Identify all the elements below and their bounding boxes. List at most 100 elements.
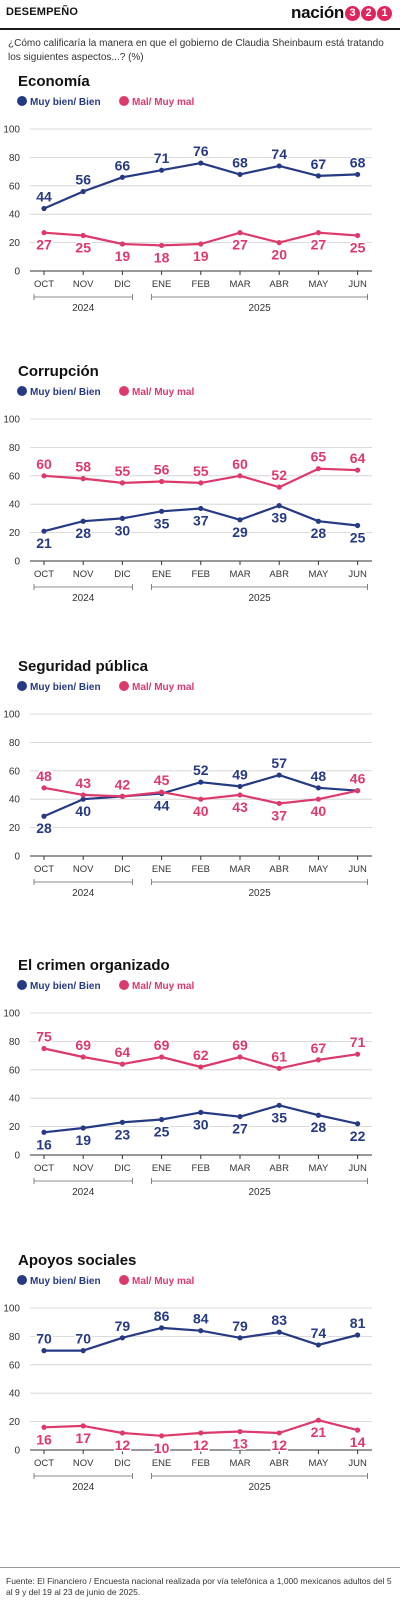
chart4-series-positive-label-1: 19 — [75, 1132, 91, 1148]
chart4-series-negative-label-0: 75 — [36, 1029, 52, 1045]
chart3-series-positive-label-6: 57 — [271, 755, 287, 771]
chart5-series-positive-label-7: 74 — [311, 1325, 327, 1341]
chart2-ytick-20: 20 — [9, 528, 21, 539]
chart5-series-negative-label-7: 21 — [311, 1424, 327, 1440]
chart5-series-positive-label-4: 84 — [193, 1311, 209, 1327]
chart4-xtick-oct: OCT — [34, 1163, 54, 1174]
chart3-series-positive-point-5 — [237, 783, 243, 790]
chart2-legend-positive-label: Muy bien/ Bien — [30, 387, 101, 398]
chart4-series-negative-point-0 — [41, 1045, 47, 1052]
chart3-series-positive-label-4: 52 — [193, 762, 209, 778]
chart3-series-negative-label-5: 43 — [232, 799, 248, 815]
chart1-series-positive-point-4 — [198, 160, 204, 166]
chart4-series-negative-label-7: 67 — [311, 1040, 327, 1056]
chart2-series-negative-point-8 — [355, 467, 361, 473]
chart2-series-positive-label-0: 21 — [36, 535, 52, 551]
chart5-series-positive-point-1 — [80, 1348, 86, 1354]
chart1-series-negative-point-4 — [198, 241, 204, 247]
chart2-series-positive-point-8 — [355, 522, 361, 529]
chart1-series-positive-point-3 — [159, 167, 165, 173]
chart5-ytick-80: 80 — [9, 1332, 21, 1343]
chart3-xtick-may: MAY — [308, 864, 329, 875]
chart2-xtick-ene: ENE — [152, 569, 172, 580]
chart5-series-positive-label-3: 86 — [154, 1308, 170, 1324]
chart1-ytick-100: 100 — [3, 125, 20, 136]
chart4-series-positive-label-7: 28 — [311, 1119, 327, 1135]
chart5-legend-negative-swatch — [119, 1275, 129, 1285]
chart2-legend-negative-swatch — [119, 386, 129, 396]
chart1-series-negative-point-0 — [41, 230, 47, 236]
chart1-series-positive-label-3: 71 — [154, 150, 170, 166]
chart5-series-negative-point-7 — [315, 1417, 321, 1423]
chart5-series-positive-label-5: 79 — [232, 1318, 248, 1334]
chart4-series-negative-point-4 — [198, 1064, 204, 1070]
chart5-series-positive-point-0 — [41, 1348, 47, 1354]
chart2-series-negative-label-5: 60 — [232, 456, 248, 472]
chart2-xtick-feb: FEB — [192, 569, 210, 580]
chart5-series-negative-label-5: 13 — [232, 1436, 248, 1452]
chart3-series-positive-point-7 — [315, 785, 321, 791]
chart5-series-positive-point-7 — [315, 1342, 321, 1348]
chart1-series-positive-label-7: 67 — [311, 156, 327, 172]
chart4-ytick-100: 100 — [3, 1009, 20, 1020]
chart2-xtick-oct: OCT — [34, 569, 54, 580]
chart4-series-negative-label-4: 62 — [193, 1047, 209, 1063]
chart3-xtick-feb: FEB — [192, 864, 210, 875]
chart5-title: Apoyos sociales — [18, 1252, 136, 1269]
chart1-series-negative-point-5 — [237, 230, 243, 236]
chart3-series-negative-point-2 — [119, 793, 125, 799]
chart3-ytick-40: 40 — [9, 795, 21, 806]
chart4-year-label-2024: 2024 — [72, 1187, 95, 1198]
chart5-xtick-oct: OCT — [34, 1458, 54, 1469]
chart4-series-negative-point-3 — [159, 1054, 165, 1060]
chart2-series-negative-point-0 — [41, 473, 47, 479]
chart1-legend-positive-label: Muy bien/ Bien — [30, 97, 101, 108]
chart3-series-negative-label-2: 42 — [115, 776, 131, 792]
chart3-xtick-mar: MAR — [229, 864, 250, 875]
chart5-legend-negative-label: Mal/ Muy mal — [132, 1276, 194, 1287]
chart4-series-negative-point-5 — [237, 1054, 243, 1060]
chart5-series-positive-label-6: 83 — [271, 1312, 287, 1328]
chart5-series-negative-label-1: 17 — [75, 1430, 91, 1446]
chart3-legend-negative-swatch — [119, 681, 129, 691]
section-label: DESEMPEÑO — [6, 6, 79, 18]
chart4-series-negative-label-2: 64 — [115, 1044, 131, 1060]
chart3-series-negative-point-6 — [276, 800, 282, 807]
chart4-series-negative-label-3: 69 — [154, 1037, 170, 1053]
chart1-ytick-40: 40 — [9, 210, 21, 221]
chart4-series-positive-point-0 — [41, 1129, 47, 1135]
chart3-series-positive-label-3: 44 — [154, 798, 170, 814]
chart2-series-negative-point-4 — [198, 480, 204, 486]
chart5-series-positive-point-5 — [237, 1335, 243, 1341]
chart1-series-positive-point-5 — [237, 171, 243, 178]
chart5-series-negative-label-0: 16 — [36, 1431, 52, 1447]
chart1-series-negative-point-1 — [80, 232, 86, 239]
chart5-series-negative-point-1 — [80, 1423, 86, 1429]
chart1-series-positive-point-1 — [80, 188, 86, 195]
chart4-series-negative-point-8 — [355, 1051, 361, 1057]
chart4-ytick-40: 40 — [9, 1094, 21, 1105]
chart1-series-negative-point-3 — [159, 242, 165, 249]
chart1-xtick-dic: DIC — [114, 279, 131, 290]
chart2-series-positive-label-6: 39 — [271, 510, 287, 526]
chart3-year-label-2024: 2024 — [72, 888, 95, 899]
chart3-series-positive-label-5: 49 — [232, 766, 248, 782]
chart1-year-label-2025: 2025 — [248, 303, 271, 314]
chart4-series-positive-label-3: 25 — [154, 1124, 170, 1140]
chart4-series-positive-label-2: 23 — [115, 1126, 131, 1142]
chart3-series-positive-label-0: 28 — [36, 820, 52, 836]
chart3-ytick-0: 0 — [14, 852, 20, 863]
chart2-series-negative-label-1: 58 — [75, 459, 91, 475]
chart2-series-positive-label-3: 35 — [154, 515, 170, 531]
chart3-series-positive-label-1: 40 — [75, 803, 91, 819]
chart1-series-positive-point-0 — [41, 205, 47, 212]
chart5-series-negative-label-4: 12 — [193, 1437, 209, 1453]
chart3-legend-negative-label: Mal/ Muy mal — [132, 682, 194, 693]
chart3-xtick-oct: OCT — [34, 864, 54, 875]
chart4-series-negative-label-1: 69 — [75, 1037, 91, 1053]
chart2-ytick-0: 0 — [14, 557, 20, 568]
chart5-ytick-20: 20 — [9, 1417, 21, 1428]
chart2-title: Corrupción — [18, 363, 99, 380]
chart4-series-positive-label-5: 27 — [232, 1121, 248, 1137]
chart3-legend-positive-label: Muy bien/ Bien — [30, 682, 101, 693]
